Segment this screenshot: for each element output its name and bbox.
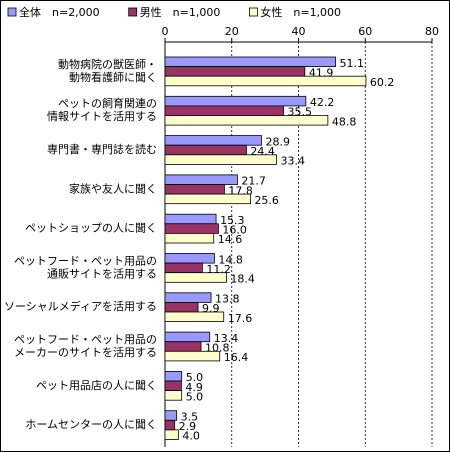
category-label: 動物病院の獣医師・動物看護師に聞く [58,57,157,84]
category-label: 家族や友人に聞く [69,181,157,195]
value-label: 48.8 [332,115,357,128]
bar [164,262,203,274]
category-label: ホームセンターの人に聞く [25,418,157,431]
x-tick-label: 80 [425,25,439,38]
value-label: 28.9 [265,135,290,148]
value-label: 13.8 [215,293,240,306]
category-label: ペットショップの人に聞く [25,222,157,235]
category-label: ソーシャルメディアを活用する [4,299,157,313]
bar [164,232,215,244]
bar [164,154,277,165]
value-label: 14.8 [218,253,243,266]
bar [164,341,202,352]
bar [164,66,306,77]
value-label: 13.4 [214,332,239,345]
bar [164,174,238,185]
bar [164,350,221,362]
bar [164,144,247,156]
value-label: 5.0 [186,390,204,403]
category-label: ペットフード・ペット用品の通販サイトを活用する [14,254,157,280]
bar [164,419,176,431]
value-label: 16.0 [222,224,247,237]
bar [164,115,329,126]
bar [164,429,179,440]
value-label: 21.7 [241,175,266,188]
legend-label: 全体 n=2,000 [19,5,100,19]
bar [164,272,227,283]
x-tick-label: 0 [162,25,169,38]
bar [164,193,251,205]
legend-swatch [7,7,17,17]
legend-label: 女性 n=1,000 [260,5,341,19]
bar [164,213,217,225]
bar [164,410,178,421]
bar [164,380,182,392]
value-label: 5.0 [186,371,204,384]
value-label: 16.4 [224,351,249,364]
bar [164,292,212,303]
category-label: ペット用品店の人に聞く [36,378,157,392]
value-label: 25.6 [254,194,279,207]
value-label: 14.6 [218,233,243,246]
bar [164,223,219,234]
value-label: 4.9 [185,381,203,394]
bar [164,135,262,146]
x-tick-label: 60 [358,25,372,38]
value-label: 33.4 [280,155,305,168]
bar [164,95,307,107]
legend-label: 男性 n=1,000 [140,5,221,19]
bar [164,390,183,401]
bar [164,311,225,323]
value-label: 2.9 [179,420,197,433]
x-tick-label: 40 [292,25,306,38]
category-label: 専門書・専門誌を読む [47,142,157,156]
value-label: 18.4 [230,273,255,286]
value-label: 51.1 [340,57,365,70]
category-label: ペットの飼育関連の情報サイトを活用する [47,96,157,123]
bar [164,301,199,313]
bar [164,370,183,382]
bar [164,75,367,87]
bar [164,56,336,68]
legend-swatch [128,7,138,17]
value-label: 42.2 [310,96,335,109]
bar [164,184,225,195]
value-label: 3.5 [181,411,199,424]
value-label: 4.0 [182,430,200,443]
bar [164,331,211,343]
value-label: 60.2 [370,76,395,89]
value-label: 15.3 [220,214,245,227]
category-label: ペットフード・ペット用品のメーカーのサイトを活用する [14,333,157,359]
bar [164,105,284,116]
legend-swatch [248,7,258,17]
value-label: 17.6 [228,312,253,325]
x-tick-label: 20 [225,25,239,38]
bar [164,253,215,264]
